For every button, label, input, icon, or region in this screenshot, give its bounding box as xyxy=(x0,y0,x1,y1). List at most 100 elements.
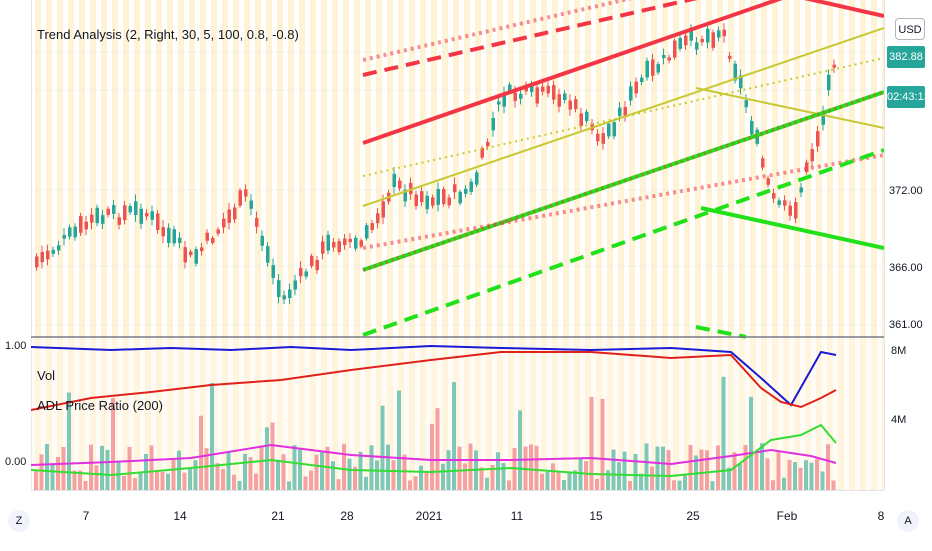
bg-stripe xyxy=(563,0,569,490)
candle-body xyxy=(293,280,297,290)
volume-bar xyxy=(628,481,632,490)
candle-body xyxy=(552,85,556,100)
volume-bar xyxy=(270,422,275,490)
candle-body xyxy=(475,172,479,185)
indicator-title[interactable]: Trend Analysis (2, Right, 30, 5, 100, 0.… xyxy=(37,27,299,42)
volume-bar xyxy=(705,450,709,490)
volume-bar xyxy=(369,445,374,490)
volume-bar xyxy=(584,461,588,490)
volume-bar xyxy=(567,471,572,490)
volume-bar xyxy=(45,444,49,490)
volume-bar xyxy=(441,463,445,490)
volume-bar xyxy=(573,470,577,490)
candle-body xyxy=(398,180,402,189)
vol-label[interactable]: Vol xyxy=(37,368,56,383)
volume-bar xyxy=(424,471,429,490)
candle-body xyxy=(332,242,336,248)
candle-body xyxy=(128,206,132,213)
price-axis[interactable]: 3 382.88 02:43:13 372.00 366.00 361.00 8… xyxy=(884,0,932,490)
volume-bar xyxy=(138,472,143,490)
candle-body xyxy=(420,191,424,203)
chart-plot-area[interactable]: Trend Analysis (2, Right, 30, 5, 100, 0.… xyxy=(5,0,888,490)
volume-bar xyxy=(116,461,121,490)
candle-body xyxy=(414,194,418,207)
candle-body xyxy=(409,183,413,195)
bg-stripe xyxy=(288,0,294,490)
candle-body xyxy=(700,38,704,43)
bg-stripe xyxy=(277,0,283,490)
bg-stripe xyxy=(57,0,63,490)
mid-channel-projection xyxy=(695,87,885,129)
time-tick-6: 15 xyxy=(589,509,603,523)
currency-button[interactable]: USD xyxy=(895,18,925,40)
bg-stripe xyxy=(409,0,415,490)
bg-stripe xyxy=(673,0,679,490)
bg-stripe xyxy=(827,0,833,490)
candle-body xyxy=(453,184,457,193)
bg-stripe xyxy=(79,0,85,490)
bg-stripe xyxy=(794,0,800,490)
bg-stripe xyxy=(35,0,41,490)
volume-bar xyxy=(562,480,566,490)
volume-bar xyxy=(446,450,451,490)
time-axis[interactable]: 7 14 21 28 2021 11 15 25 Feb 8 xyxy=(31,490,884,551)
volume-bar xyxy=(111,398,115,490)
volume-bar xyxy=(309,470,313,490)
volume-bar xyxy=(67,392,71,490)
volume-bar xyxy=(408,480,412,490)
bg-stripe xyxy=(739,0,745,490)
adl-label[interactable]: ADL Price Ratio (200) xyxy=(37,398,163,413)
volume-bar xyxy=(721,376,726,490)
bg-stripe xyxy=(222,0,228,490)
bg-stripe xyxy=(365,0,371,490)
bg-stripe xyxy=(607,0,613,490)
candle-body xyxy=(447,197,451,206)
candle-body xyxy=(810,149,814,162)
volume-bar xyxy=(699,449,704,490)
volume-bar xyxy=(754,451,759,490)
volume-bar xyxy=(276,460,280,490)
candle-body xyxy=(761,158,765,168)
volume-bar xyxy=(342,443,346,490)
volume-bar xyxy=(210,382,214,490)
candle-body xyxy=(832,64,836,68)
candle-body xyxy=(673,40,677,58)
volume-bar xyxy=(650,466,654,490)
candle-body xyxy=(535,87,539,104)
candle-body xyxy=(343,238,347,246)
volume-bar xyxy=(617,462,621,490)
candle-body xyxy=(425,195,429,210)
candle-body xyxy=(304,271,308,277)
volume-bar xyxy=(215,463,220,490)
volume-bar xyxy=(518,410,522,490)
candle-body xyxy=(491,117,495,131)
volume-bar xyxy=(100,445,104,490)
volume-bar xyxy=(457,446,462,490)
time-tick-3: 28 xyxy=(340,509,354,523)
candle-body xyxy=(612,122,616,137)
bg-stripe xyxy=(574,0,580,490)
volume-bar xyxy=(501,462,506,490)
volume-bar xyxy=(479,467,484,490)
auto-scale-button[interactable]: A xyxy=(897,510,919,532)
volume-bar xyxy=(94,465,99,490)
candle-body xyxy=(359,240,363,247)
candle-body xyxy=(816,131,820,147)
time-tick-0: 7 xyxy=(82,509,90,523)
bg-stripe xyxy=(46,0,52,490)
volume-bar xyxy=(529,444,533,490)
volume-bar xyxy=(738,463,742,490)
candle-body xyxy=(739,75,743,89)
candle-body xyxy=(585,111,589,122)
zoom-button[interactable]: Z xyxy=(8,510,30,532)
candle-body xyxy=(794,202,798,219)
candle-body xyxy=(689,29,693,41)
candle-body xyxy=(172,229,176,244)
bg-stripe xyxy=(728,0,734,490)
mid-channel-line xyxy=(362,27,885,207)
candle-body xyxy=(486,141,490,147)
left-toolbar-edge xyxy=(0,0,32,550)
volume-bar xyxy=(496,452,500,490)
chart-canvas[interactable] xyxy=(30,0,888,490)
bg-stripe xyxy=(640,0,646,490)
